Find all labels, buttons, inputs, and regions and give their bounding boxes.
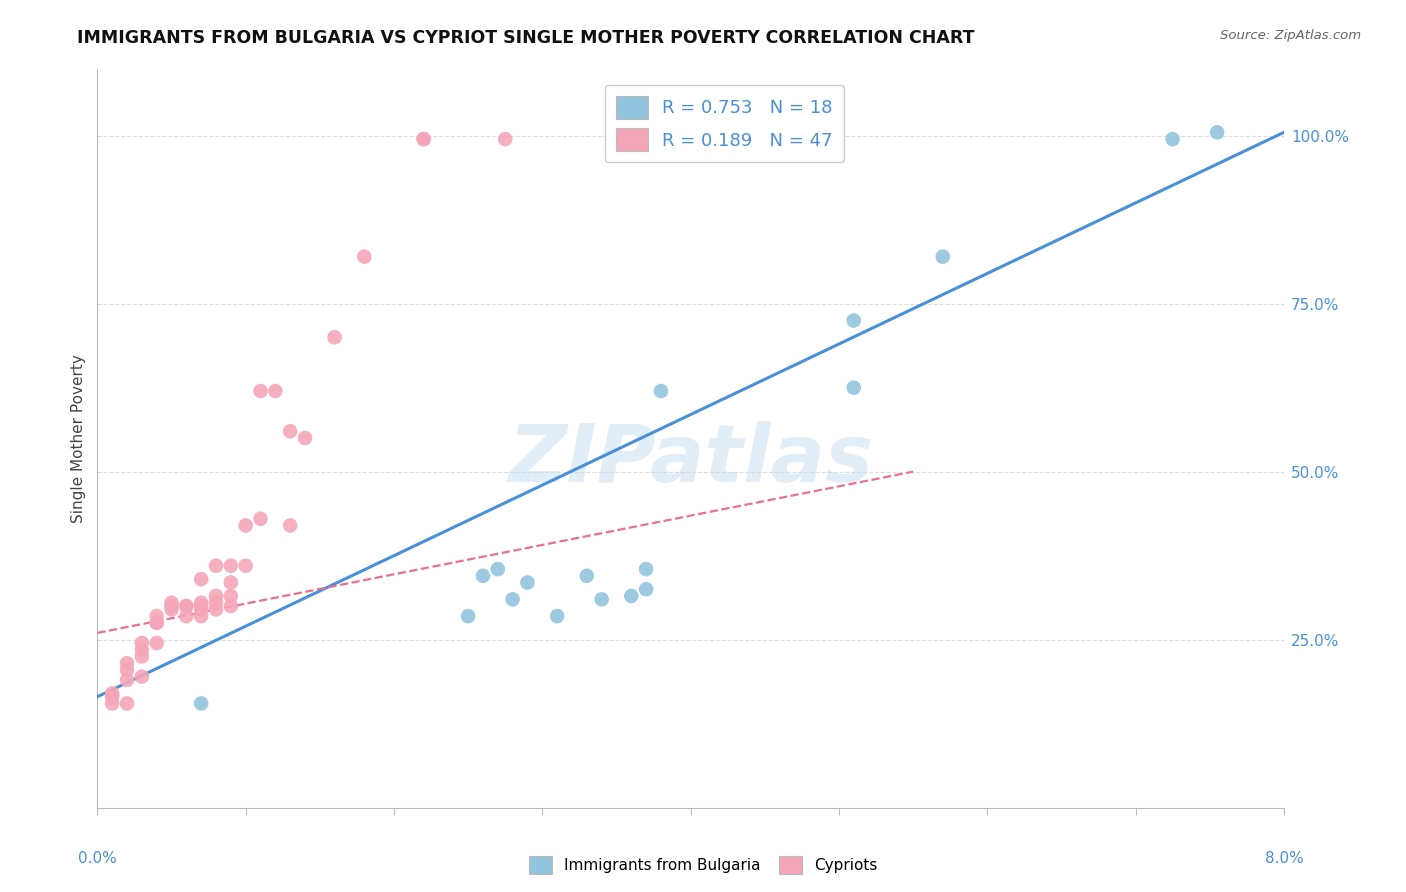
Point [131, 649, 153, 664]
Point [486, 562, 509, 576]
Point [101, 690, 124, 704]
Point [160, 602, 183, 616]
Text: ZIPatlas: ZIPatlas [508, 421, 873, 500]
Point [636, 562, 658, 576]
Point [176, 599, 198, 613]
Point [235, 558, 257, 573]
Point [412, 132, 434, 146]
Y-axis label: Single Mother Poverty: Single Mother Poverty [72, 353, 86, 523]
Point [323, 330, 346, 344]
Point [115, 697, 138, 711]
Point [145, 609, 167, 624]
Point [219, 599, 242, 613]
Legend: R = 0.753   N = 18, R = 0.189   N = 47: R = 0.753 N = 18, R = 0.189 N = 47 [605, 85, 844, 162]
Point [294, 431, 316, 445]
Point [131, 670, 153, 684]
Point [636, 582, 658, 597]
Point [205, 602, 228, 616]
Point [205, 596, 228, 610]
Point [115, 663, 138, 677]
Text: Source: ZipAtlas.com: Source: ZipAtlas.com [1220, 29, 1361, 42]
Point [160, 599, 183, 613]
Point [115, 656, 138, 670]
Point [412, 132, 434, 146]
Point [190, 609, 212, 624]
Point [101, 686, 124, 700]
Point [205, 589, 228, 603]
Point [650, 384, 672, 398]
Point [145, 615, 167, 630]
Point [842, 381, 865, 395]
Point [620, 589, 643, 603]
Point [494, 132, 516, 146]
Point [219, 575, 242, 590]
Text: 8.0%: 8.0% [1264, 851, 1303, 865]
Point [101, 697, 124, 711]
Point [516, 575, 538, 590]
Point [502, 592, 524, 607]
Point [842, 313, 865, 327]
Point [145, 615, 167, 630]
Point [249, 384, 271, 398]
Point [190, 697, 212, 711]
Point [932, 250, 955, 264]
Point [190, 596, 212, 610]
Text: 0.0%: 0.0% [77, 851, 117, 865]
Point [264, 384, 287, 398]
Point [278, 425, 301, 439]
Point [160, 596, 183, 610]
Point [145, 636, 167, 650]
Point [1206, 125, 1229, 139]
Point [176, 609, 198, 624]
Point [472, 569, 495, 583]
Point [546, 609, 568, 624]
Point [131, 642, 153, 657]
Text: IMMIGRANTS FROM BULGARIA VS CYPRIOT SINGLE MOTHER POVERTY CORRELATION CHART: IMMIGRANTS FROM BULGARIA VS CYPRIOT SING… [77, 29, 974, 46]
Point [219, 558, 242, 573]
Point [235, 518, 257, 533]
Legend: Immigrants from Bulgaria, Cypriots: Immigrants from Bulgaria, Cypriots [523, 850, 883, 880]
Point [457, 609, 479, 624]
Point [249, 511, 271, 525]
Point [190, 599, 212, 613]
Point [190, 572, 212, 586]
Point [115, 673, 138, 687]
Point [353, 250, 375, 264]
Point [1161, 132, 1184, 146]
Point [176, 599, 198, 613]
Point [575, 569, 598, 583]
Point [278, 518, 301, 533]
Point [219, 589, 242, 603]
Point [131, 636, 153, 650]
Point [205, 558, 228, 573]
Point [591, 592, 613, 607]
Point [190, 602, 212, 616]
